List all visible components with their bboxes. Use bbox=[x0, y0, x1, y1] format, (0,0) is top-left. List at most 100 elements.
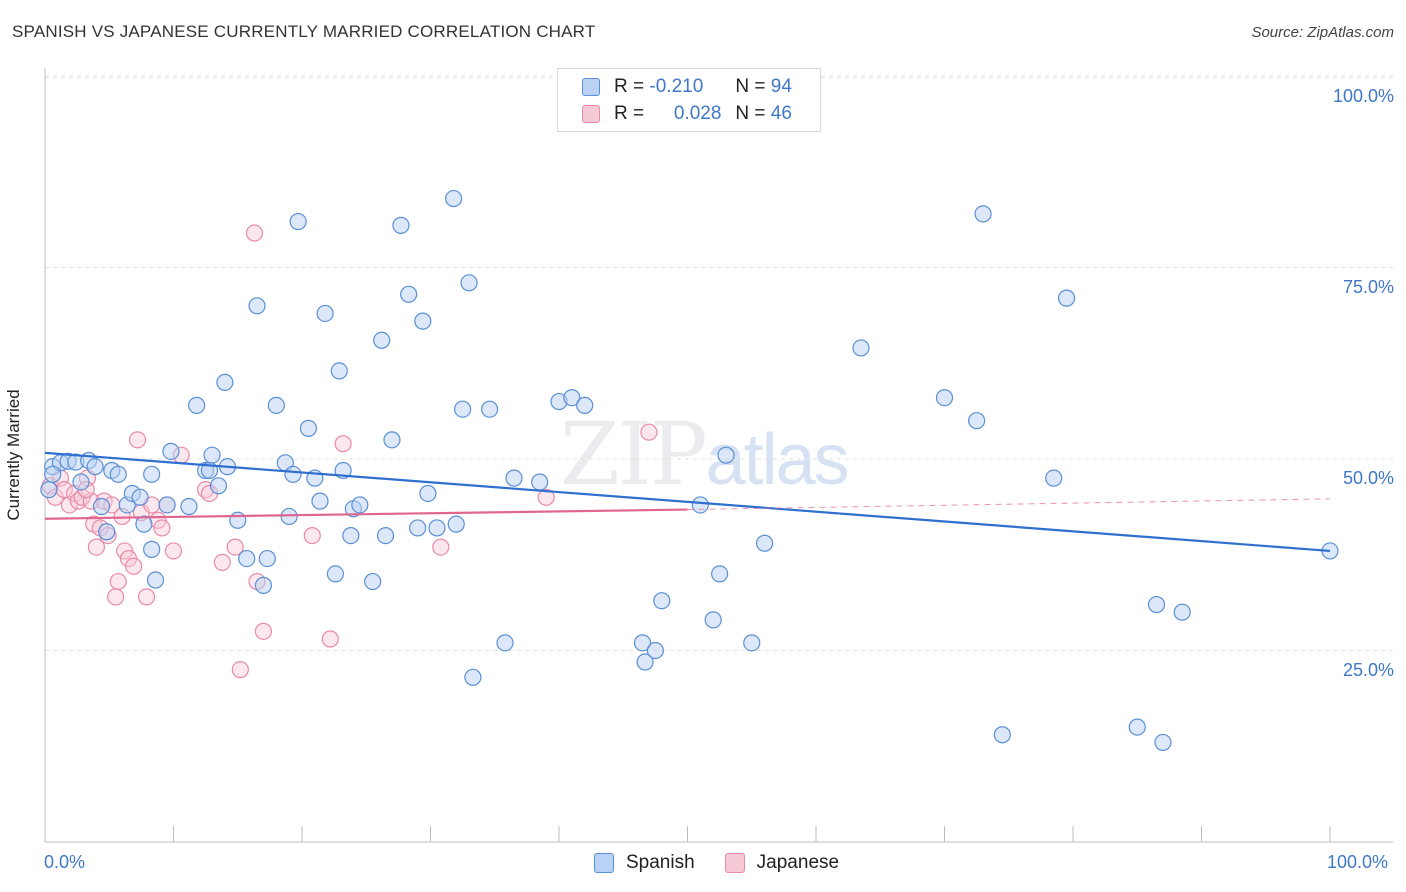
y-tick-label-75: 75.0% bbox=[1342, 277, 1394, 297]
spanish-point bbox=[636, 653, 654, 671]
spanish-point bbox=[1147, 595, 1166, 614]
spanish-point bbox=[158, 496, 176, 514]
watermark: ZIPatlas bbox=[560, 405, 850, 505]
legend-item-japanese[interactable]: Japanese bbox=[724, 852, 840, 874]
japanese-point bbox=[245, 224, 264, 242]
spanish-point bbox=[180, 497, 198, 516]
x-tick-label-100: 100.0% bbox=[1327, 852, 1389, 872]
correlation-legend: R = -0.210 N = 94 R = 0.028 N = 46 bbox=[557, 68, 821, 132]
spanish-point bbox=[460, 274, 478, 292]
japanese-point bbox=[107, 588, 125, 606]
series-legend: Spanish Japanese bbox=[594, 852, 869, 874]
spanish-point bbox=[711, 565, 729, 583]
legend-r-label: R = bbox=[614, 76, 645, 97]
spanish-point bbox=[531, 473, 549, 491]
legend-row-japanese: R = 0.028 N = 46 bbox=[582, 102, 792, 126]
spanish-point bbox=[342, 526, 360, 545]
spanish-point bbox=[563, 389, 581, 407]
spanish-point bbox=[1057, 289, 1076, 307]
japanese-trend-extension bbox=[687, 498, 1331, 511]
spanish-point bbox=[162, 442, 180, 460]
spanish-legend-swatch bbox=[594, 853, 614, 873]
spanish-point bbox=[481, 400, 499, 418]
spanish-point bbox=[743, 634, 761, 652]
japanese-point bbox=[640, 423, 658, 441]
spanish-point bbox=[248, 297, 266, 315]
y-tick-label-100: 100.0% bbox=[1332, 86, 1394, 106]
japanese-point bbox=[87, 538, 106, 556]
spanish-point bbox=[146, 571, 165, 589]
japanese-point bbox=[226, 538, 244, 556]
legend-row-spanish: R = -0.210 N = 94 bbox=[582, 75, 792, 99]
japanese-point bbox=[137, 588, 156, 606]
spanish-point bbox=[289, 212, 307, 231]
spanish-point bbox=[1128, 718, 1146, 736]
spanish-point bbox=[311, 492, 329, 510]
japanese-swatch bbox=[582, 105, 600, 123]
spanish-point bbox=[653, 592, 671, 610]
legend-label-japanese: Japanese bbox=[756, 852, 840, 873]
spanish-point bbox=[717, 446, 735, 464]
spanish-point bbox=[135, 515, 153, 533]
spanish-point bbox=[852, 339, 870, 357]
spanish-point bbox=[238, 549, 256, 568]
spanish-point bbox=[691, 496, 709, 514]
spanish-point bbox=[326, 565, 345, 583]
spanish-point bbox=[496, 634, 514, 652]
spanish-point bbox=[464, 668, 482, 686]
spanish-point bbox=[935, 389, 954, 407]
japanese-legend-swatch bbox=[724, 853, 745, 873]
spanish-point bbox=[704, 611, 722, 629]
japanese-point bbox=[128, 431, 147, 449]
spanish-point bbox=[92, 497, 111, 516]
spanish-point bbox=[454, 400, 472, 418]
spanish-point bbox=[131, 488, 149, 506]
spanish-point bbox=[72, 473, 90, 491]
spanish-point bbox=[330, 362, 348, 380]
spanish-point bbox=[86, 458, 104, 476]
legend-n-value-spanish: 94 bbox=[770, 76, 792, 97]
spanish-point bbox=[143, 465, 161, 483]
japanese-point bbox=[125, 557, 143, 575]
japanese-point bbox=[334, 435, 352, 453]
legend-item-spanish[interactable]: Spanish bbox=[594, 852, 695, 874]
spanish-point bbox=[755, 534, 774, 552]
spanish-point bbox=[188, 396, 206, 414]
spanish-point bbox=[428, 519, 446, 537]
spanish-point bbox=[1154, 733, 1172, 752]
source-label: Source: ZipAtlas.com bbox=[1251, 24, 1394, 41]
spanish-point bbox=[392, 216, 410, 234]
japanese-point bbox=[432, 538, 450, 556]
x-tick-label-0: 0.0% bbox=[44, 852, 86, 872]
japanese-point bbox=[213, 553, 231, 572]
spanish-point bbox=[968, 412, 986, 430]
spanish-point bbox=[646, 641, 664, 660]
spanish-point bbox=[445, 189, 463, 208]
japanese-point bbox=[164, 542, 183, 560]
spanish-point bbox=[974, 205, 992, 223]
japanese-point bbox=[303, 526, 321, 545]
japanese-trend-line bbox=[44, 508, 688, 520]
japanese-point bbox=[153, 519, 171, 537]
spanish-point bbox=[209, 477, 228, 495]
legend-label-spanish: Spanish bbox=[626, 852, 695, 873]
spanish-point bbox=[280, 507, 298, 526]
spanish-point bbox=[258, 549, 276, 568]
spanish-point bbox=[576, 396, 594, 414]
legend-n-value-japanese: 46 bbox=[770, 103, 792, 124]
spanish-point bbox=[993, 726, 1011, 744]
japanese-point bbox=[109, 572, 127, 591]
legend-r-value-japanese: 0.028 bbox=[673, 103, 722, 124]
spanish-point bbox=[364, 572, 382, 591]
japanese-point bbox=[254, 622, 273, 640]
spanish-point bbox=[505, 469, 523, 487]
japanese-point bbox=[321, 630, 339, 648]
spanish-point bbox=[633, 634, 652, 652]
spanish-point bbox=[376, 526, 395, 545]
spanish-point bbox=[98, 523, 116, 541]
spanish-point bbox=[44, 465, 62, 483]
watermark-zip: ZIP bbox=[560, 405, 708, 505]
spanish-point bbox=[373, 331, 391, 349]
spanish-point bbox=[447, 515, 465, 533]
